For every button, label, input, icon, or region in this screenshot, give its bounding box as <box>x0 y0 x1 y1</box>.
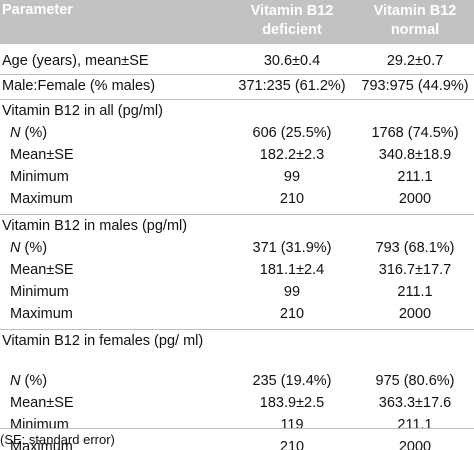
cell-deficient: 182.2±2.3 <box>259 147 325 163</box>
cell-normal: 793:975 (44.9%) <box>361 78 469 94</box>
row-all-mean: Mean±SE 182.2±2.3 340.8±18.9 <box>0 144 474 166</box>
label-pct: (%) <box>20 240 48 256</box>
cell-deficient: 181.1±2.4 <box>259 262 325 278</box>
header-deficient: Vitamin B12 deficient <box>232 2 352 40</box>
row-females-title: Vitamin B12 in females (pg/ ml) <box>0 329 474 370</box>
cell-deficient: 371:235 (61.2%) <box>238 78 346 94</box>
label-n: N <box>10 125 21 141</box>
cell-deficient: 210 <box>279 191 305 207</box>
cell-deficient: 119 <box>280 417 304 433</box>
cell-normal: 793 (68.1%) <box>375 240 455 256</box>
row-females-max: Maximum 210 2000 <box>0 436 474 450</box>
row-females-min: Minimum 119 211.1 <box>0 414 474 436</box>
cell-deficient: 210 <box>279 439 305 450</box>
header-normal-line2: normal <box>390 22 440 38</box>
row-all-title: Vitamin B12 in all (pg/ml) <box>0 99 474 122</box>
row-all-min: Minimum 99 211.1 <box>0 166 474 188</box>
cell-normal: 2000 <box>398 191 432 207</box>
cell-normal: 211.1 <box>397 284 433 300</box>
header-parameter: Parameter <box>2 2 73 18</box>
label-pct: (%) <box>20 373 48 389</box>
row-females-mean: Mean±SE 183.9±2.5 363.3±17.6 <box>0 392 474 414</box>
section-title: Vitamin B12 in females (pg/ ml) <box>2 333 204 349</box>
cell-normal: 29.2±0.7 <box>386 53 444 69</box>
row-males-n: N (%) 371 (31.9%) 793 (68.1%) <box>0 237 474 259</box>
row-all-max: Maximum 210 2000 <box>0 188 474 210</box>
label-pct: (%) <box>20 125 48 141</box>
row-all-n: N (%) 606 (25.5%) 1768 (74.5%) <box>0 122 474 144</box>
row-label: Male:Female (% males) <box>2 78 156 94</box>
row-label: Minimum <box>10 169 69 185</box>
row-label: Minimum <box>10 284 69 300</box>
table-header: Parameter Vitamin B12 deficient Vitamin … <box>0 0 474 44</box>
cell-deficient: 210 <box>279 306 305 322</box>
cell-deficient: 183.9±2.5 <box>259 395 325 411</box>
cell-normal: 340.8±18.9 <box>378 147 452 163</box>
footnote: (SE: standard error) <box>0 428 474 449</box>
row-males-min: Minimum 99 211.1 <box>0 281 474 303</box>
row-label: N (%) <box>10 122 47 144</box>
row-males-max: Maximum 210 2000 <box>0 303 474 325</box>
cell-normal: 2000 <box>398 439 432 450</box>
row-label: N (%) <box>10 237 47 259</box>
cell-deficient: 606 (25.5%) <box>252 125 332 141</box>
cell-normal: 1768 (74.5%) <box>371 125 459 141</box>
row-males-mean: Mean±SE 181.1±2.4 316.7±17.7 <box>0 259 474 281</box>
row-females-n: N (%) 235 (19.4%) 975 (80.6%) <box>0 370 474 392</box>
row-label: Mean±SE <box>10 395 74 411</box>
cell-normal: 316.7±17.7 <box>378 262 452 278</box>
row-males-title: Vitamin B12 in males (pg/ml) <box>0 214 474 237</box>
cell-deficient: 371 (31.9%) <box>252 240 332 256</box>
row-label: Maximum <box>10 439 73 450</box>
cell-deficient: 235 (19.4%) <box>252 373 332 389</box>
header-deficient-line1: Vitamin B12 <box>250 3 334 19</box>
row-label: Maximum <box>10 306 73 322</box>
row-age: Age (years), mean±SE 30.6±0.4 29.2±0.7 <box>0 50 474 72</box>
label-n: N <box>10 373 21 389</box>
row-label: Minimum <box>10 417 69 433</box>
label-n: N <box>10 240 21 256</box>
header-normal-line1: Vitamin B12 <box>373 3 457 19</box>
header-normal: Vitamin B12 normal <box>356 2 474 40</box>
cell-normal: 211.1 <box>397 417 433 433</box>
section-title: Vitamin B12 in all (pg/ml) <box>2 103 163 119</box>
row-label: Mean±SE <box>10 147 74 163</box>
cell-deficient: 99 <box>283 169 301 185</box>
cell-deficient: 99 <box>283 284 301 300</box>
section-title: Vitamin B12 in males (pg/ml) <box>2 218 188 234</box>
cell-normal: 211.1 <box>397 169 433 185</box>
cell-normal: 363.3±17.6 <box>378 395 452 411</box>
row-label: Mean±SE <box>10 262 74 278</box>
header-deficient-line2: deficient <box>262 22 322 38</box>
row-label: Age (years), mean±SE <box>2 53 149 69</box>
row-label: N (%) <box>10 370 47 392</box>
row-sex: Male:Female (% males) 371:235 (61.2%) 79… <box>0 74 474 97</box>
row-label: Maximum <box>10 191 73 207</box>
cell-deficient: 30.6±0.4 <box>263 53 321 69</box>
cell-normal: 975 (80.6%) <box>375 373 455 389</box>
cell-normal: 2000 <box>398 306 432 322</box>
